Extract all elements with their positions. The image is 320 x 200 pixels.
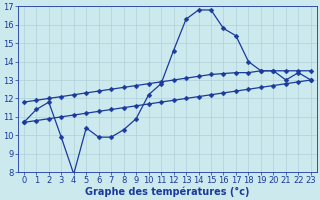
X-axis label: Graphe des températures (°c): Graphe des températures (°c) (85, 187, 250, 197)
